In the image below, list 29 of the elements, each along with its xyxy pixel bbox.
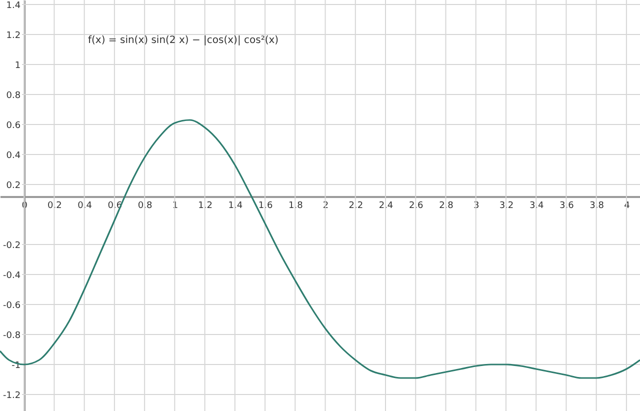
x-tick-label: 2.6	[408, 201, 424, 211]
x-tick-label: 0.2	[48, 201, 62, 211]
annotation: f(x) = sin(x) sin(2 x) − |cos(x)| cos²(x)	[88, 35, 279, 46]
y-tick-label: -0.4	[3, 271, 21, 281]
x-tick-label: 1.4	[228, 201, 243, 211]
y-tick-label: 1	[14, 61, 21, 71]
y-tick-label: 0.6	[6, 121, 21, 131]
x-tick-label: 3.6	[560, 201, 574, 211]
x-tick-label: 2.4	[378, 201, 394, 211]
x-tick-label: 0.4	[78, 201, 92, 211]
x-tick-label: 0.8	[138, 201, 152, 211]
line-series	[0, 119, 640, 379]
x-tick-label: 3.8	[590, 201, 604, 211]
x-tick-label: 2.8	[439, 201, 454, 211]
x-tick-label: 2.2	[348, 201, 364, 211]
y-tick-label: 1.4	[6, 1, 21, 11]
y-tick-label: 0.4	[6, 151, 21, 161]
y-tick-label: -0.8	[3, 331, 21, 341]
y-tick-label: 1.2	[6, 31, 21, 41]
y-tick-label: 0.2	[6, 181, 21, 191]
x-tick-label: 1.6	[258, 201, 273, 211]
y-tick-label: 0.8	[6, 91, 21, 101]
x-tick-label: 3.2	[499, 201, 514, 211]
y-tick-label: -1.2	[3, 391, 21, 401]
y-tick-label: -0.2	[3, 241, 21, 251]
x-tick-label: 1.8	[288, 201, 304, 211]
x-tick-label: 3.4	[529, 201, 544, 211]
x-tick-label: 1.2	[198, 201, 212, 211]
y-tick-label: -0.6	[3, 301, 21, 311]
